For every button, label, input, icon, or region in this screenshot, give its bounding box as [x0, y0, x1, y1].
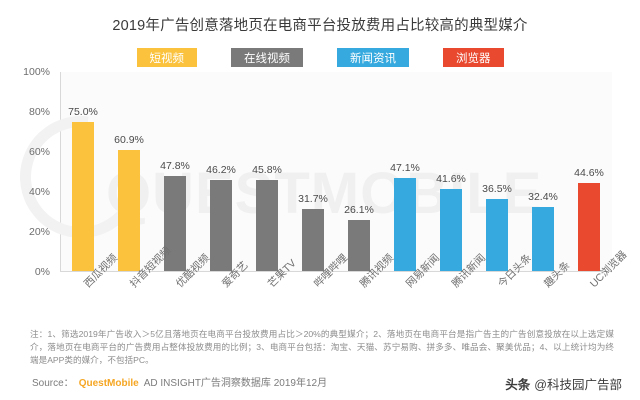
bar[interactable] [486, 199, 508, 272]
x-axis-tick-8: 腾讯新闻 [447, 252, 493, 328]
bar-slot-4: 45.8% [244, 72, 290, 272]
y-axis-tick-4: 80% [28, 106, 50, 118]
bar-value-label: 36.5% [482, 183, 512, 195]
bar-value-label: 41.6% [436, 172, 466, 185]
bar-series: 75.0% 60.9% 47.8% 46.2% 45.8% 31.7% 26.1% 47.1%… [60, 72, 612, 272]
x-axis-tick-0: 西瓜视频 [79, 252, 125, 328]
y-axis-labels: 0% 20% 40% 60% 80% 100% [0, 66, 56, 278]
footnote: 注：1、筛选2019年广告收入＞5亿且落地页在电商平台投放费用占比＞20%的典型… [30, 329, 614, 366]
bar-value-label: 46.2% [206, 163, 236, 176]
x-axis-tick-3: 爱奇艺 [217, 259, 263, 328]
x-axis-tick-10: 趣头条 [539, 259, 585, 328]
bar-slot-3: 46.2% [198, 72, 244, 272]
y-axis-tick-5: 100% [23, 66, 50, 78]
bar[interactable] [72, 122, 94, 272]
bar-slot-5: 31.7% [290, 72, 336, 272]
bar-value-label: 44.6% [574, 166, 604, 179]
bar[interactable] [532, 207, 554, 272]
x-axis-tick-7: 网易新闻 [401, 252, 447, 328]
plot-background [60, 72, 612, 272]
bar-slot-9: 36.5% [474, 72, 520, 272]
legend-item-1[interactable]: 在线视频 [231, 48, 303, 67]
y-axis-tick-0: 0% [34, 266, 50, 278]
bar-slot-6: 26.1% [336, 72, 382, 272]
bar-value-label: 47.8% [160, 160, 190, 173]
bar[interactable] [118, 150, 140, 272]
x-axis-line [60, 271, 612, 272]
source-suffix: AD INSIGHT广告洞察数据库 2019年12月 [143, 378, 328, 389]
x-axis-tick-5: 哔哩哔哩 [309, 252, 355, 328]
bar-slot-10: 32.4% [520, 72, 566, 272]
source-brand: QuestMobile [78, 378, 139, 389]
attribution: 头条 @科技园广告部 [505, 374, 622, 393]
y-axis-tick-3: 60% [28, 146, 50, 158]
bar-value-label: 60.9% [114, 134, 144, 147]
bar[interactable] [578, 182, 600, 272]
bar-value-label: 45.8% [252, 164, 282, 177]
y-axis-tick-2: 40% [28, 186, 50, 198]
x-axis-tick-4: 芒果TV [263, 257, 309, 328]
bar-slot-11: 44.6% [566, 72, 612, 272]
bar[interactable] [256, 180, 278, 272]
y-axis-tick-1: 20% [28, 226, 50, 238]
x-axis-tick-6: 腾讯视频 [355, 252, 401, 328]
bar-value-label: 75.0% [68, 106, 98, 118]
bar-value-label: 32.4% [528, 191, 558, 204]
bar[interactable] [210, 179, 232, 272]
plot-area: QUESTMOBILE 75.0% 60.9% 47.8% 46.2% 45.8% 31.… [14, 72, 612, 272]
bar-value-label: 47.1% [390, 161, 420, 174]
bar[interactable] [164, 176, 186, 272]
legend-item-0[interactable]: 短视频 [136, 48, 197, 67]
bar-slot-0: 75.0% [60, 72, 106, 272]
bar[interactable] [302, 208, 324, 272]
bar-value-label: 31.7% [298, 192, 328, 205]
bar[interactable] [348, 219, 370, 272]
bar[interactable] [394, 177, 416, 272]
chart-legend: 短视频 在线视频 新闻资讯 浏览器 [0, 48, 640, 67]
x-axis-tick-2: 优酷视频 [171, 252, 217, 328]
x-axis-tick-1: 抖音短视频 [125, 245, 174, 328]
x-axis-labels: 西瓜视频 抖音短视频 优酷视频 爱奇艺 芒果TV 哔哩哔哩 腾讯视频 网易新闻 腾讯新闻 今日头条… [60, 245, 629, 328]
bar-slot-8: 41.6% [428, 72, 474, 272]
x-axis-tick-9: 今日头条 [493, 252, 539, 328]
source-line: Source： QuestMobile AD INSIGHT广告洞察数据库 20… [32, 374, 327, 389]
bar-slot-1: 60.9% [106, 72, 152, 272]
legend-item-3[interactable]: 浏览器 [443, 48, 504, 67]
source-prefix: Source： [32, 378, 74, 389]
bar[interactable] [440, 188, 462, 272]
x-axis-tick-11: UC浏览器 [585, 249, 631, 328]
page-title: 2019年广告创意落地页在电商平台投放费用占比较高的典型媒介 [112, 18, 528, 34]
bar-slot-2: 47.8% [152, 72, 198, 272]
bar-value-label: 26.1% [344, 203, 374, 216]
bar-slot-7: 47.1% [382, 72, 428, 272]
toutiao-logo: 头条 [505, 378, 531, 392]
legend-item-2[interactable]: 新闻资讯 [337, 48, 409, 67]
attribution-handle: @科技园广告部 [534, 378, 622, 392]
